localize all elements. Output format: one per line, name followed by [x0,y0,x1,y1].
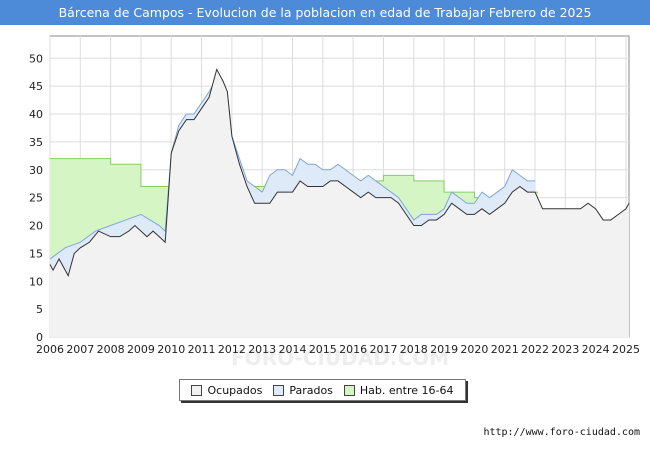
x-tick-label: 2021 [491,343,519,356]
legend-swatch-parados [273,384,285,396]
y-tick-label: 0 [36,331,43,344]
y-tick-label: 40 [29,108,43,121]
x-tick-label: 2006 [36,343,64,356]
y-tick-label: 35 [29,136,43,149]
x-tick-label: 2024 [582,343,610,356]
y-tick-label: 25 [29,192,43,205]
ocupados-area [50,69,629,337]
x-tick-label: 2014 [279,343,307,356]
x-tick-label: 2008 [97,343,125,356]
x-tick-label: 2016 [339,343,367,356]
x-tick-label: 2023 [551,343,579,356]
x-tick-label: 2009 [127,343,155,356]
x-tick-label: 2010 [157,343,185,356]
x-tick-label: 2011 [188,343,216,356]
x-tick-label: 2012 [218,343,246,356]
legend-label-parados: Parados [289,383,333,397]
legend-label-ocupados: Ocupados [207,383,263,397]
watermark: FORO-CIUDAD.COM [231,346,449,370]
x-tick-label: 2022 [521,343,549,356]
x-tick-label: 2013 [248,343,276,356]
y-tick-label: 30 [29,164,43,177]
x-tick-label: 2020 [460,343,488,356]
x-tick-label: 2007 [66,343,94,356]
legend: Ocupados Parados Hab. entre 16-64 [179,379,466,401]
legend-label-hab: Hab. entre 16-64 [359,383,454,397]
source-url[interactable]: http://www.foro-ciudad.com [483,427,640,438]
chart-title: Bárcena de Campos - Evolucion de la pobl… [0,0,650,25]
y-axis: 0 5 10 15 20 25 30 35 40 45 50 [29,52,43,344]
legend-item-ocupados: Ocupados [191,384,262,397]
y-tick-label: 20 [29,220,43,233]
y-tick-label: 15 [29,247,43,260]
legend-item-parados: Parados [273,384,333,397]
x-tick-label: 2017 [369,343,397,356]
x-tick-label: 2015 [309,343,337,356]
y-tick-label: 10 [29,275,43,288]
legend-swatch-ocupados [191,384,203,396]
legend-item-hab: Hab. entre 16-64 [343,383,454,397]
x-axis: 2006 2007 2008 2009 2010 2011 2012 2013 2014 2015… [36,343,640,356]
x-tick-label: 2025 [612,343,640,356]
y-tick-label: 5 [36,303,43,316]
series-areas [49,68,630,337]
y-tick-label: 50 [29,52,43,65]
legend-swatch-hab [343,384,355,396]
x-tick-label: 2019 [430,343,458,356]
y-tick-label: 45 [29,80,43,93]
x-tick-label: 2018 [400,343,428,356]
ocupados-area-line [49,68,630,278]
